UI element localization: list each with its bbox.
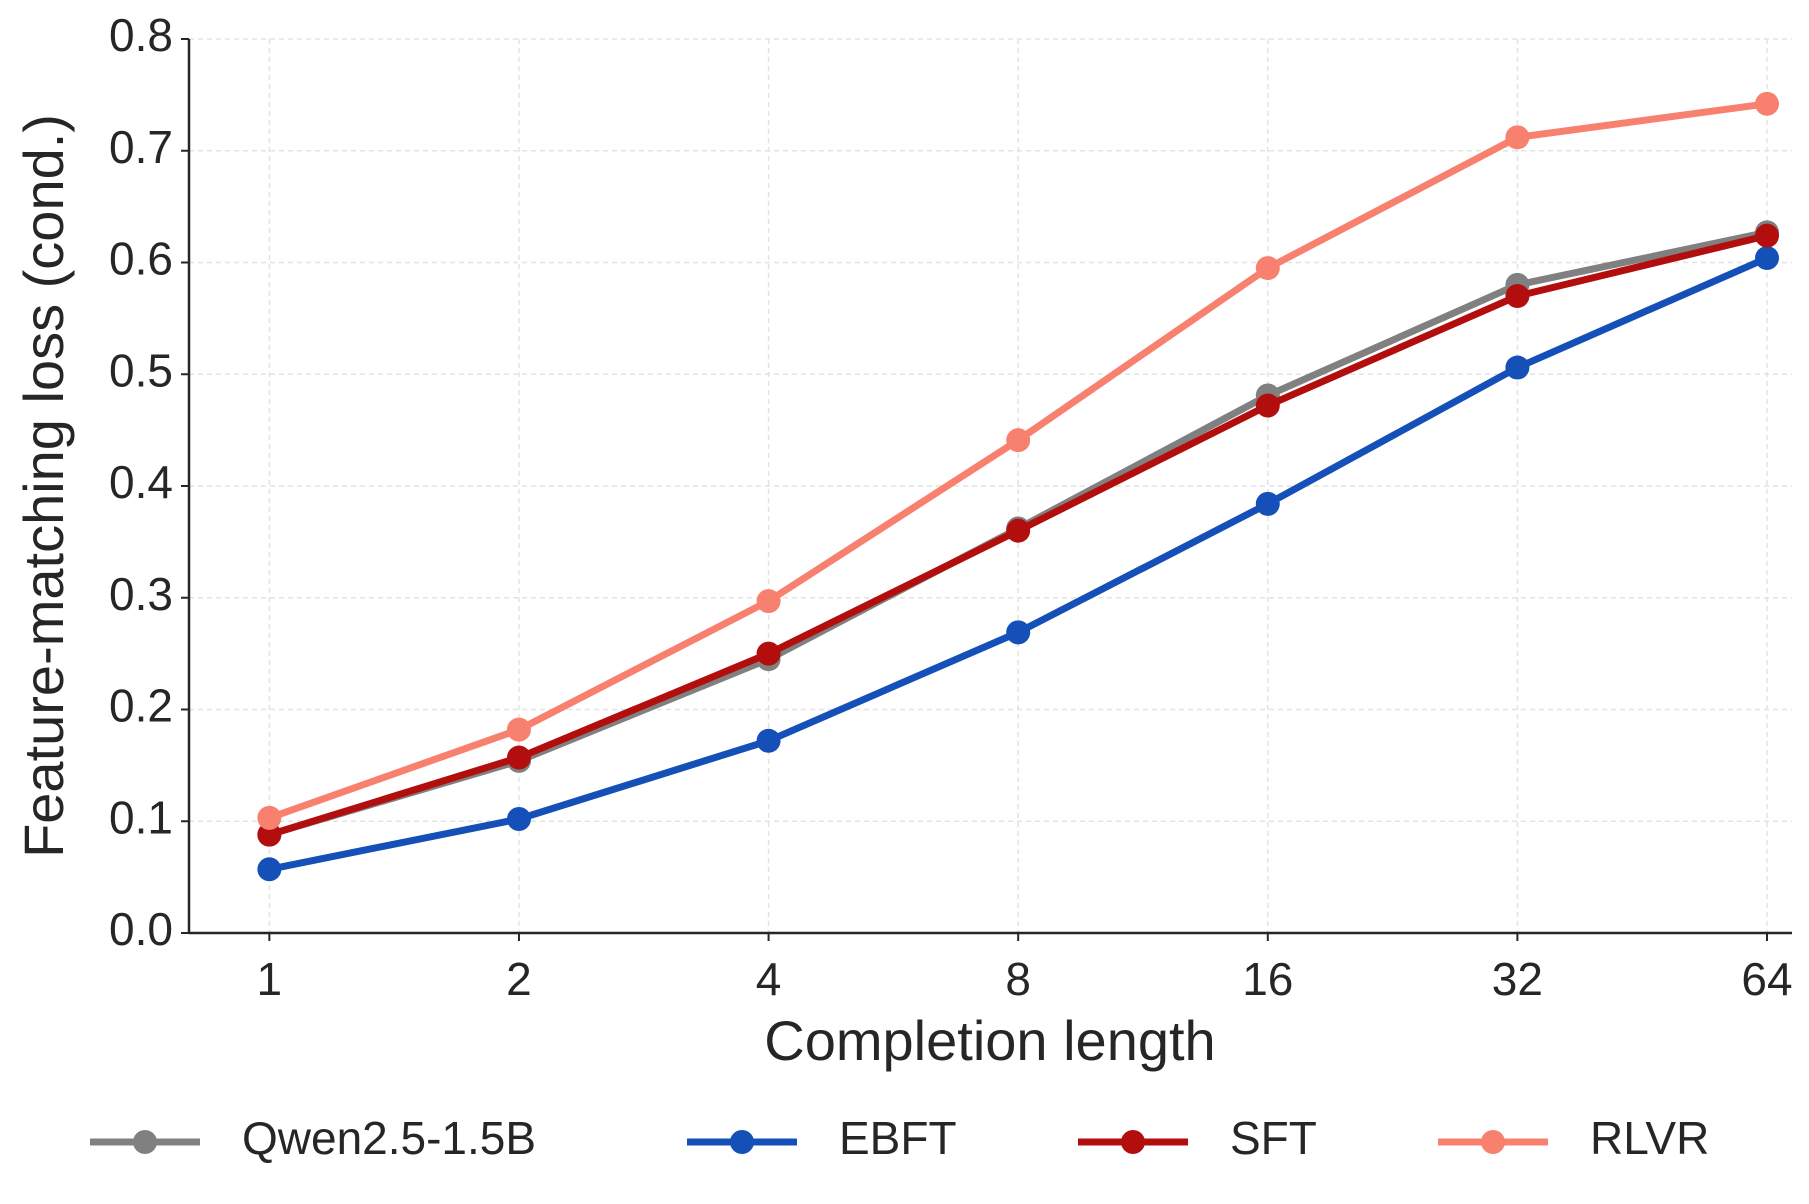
y-tick-label: 0.7 [109, 121, 173, 173]
data-point [506, 745, 531, 770]
legend-label: RLVR [1590, 1112, 1709, 1164]
x-tick-label: 2 [506, 953, 532, 1005]
data-point [756, 728, 781, 753]
x-tick-label: 8 [1005, 953, 1031, 1005]
data-point [756, 589, 781, 614]
legend-label: SFT [1230, 1112, 1317, 1164]
data-point [1505, 355, 1530, 380]
data-point [1006, 518, 1031, 543]
data-point [1255, 256, 1280, 281]
y-axis-label: Feature-matching loss (cond.) [12, 114, 75, 858]
y-tick-label: 0.5 [109, 344, 173, 396]
data-point [1755, 91, 1780, 116]
data-point [756, 641, 781, 666]
y-tick-label: 0.0 [109, 903, 173, 955]
legend-label: Qwen2.5-1.5B [242, 1112, 536, 1164]
data-point [1505, 284, 1530, 309]
legend-label: EBFT [839, 1112, 957, 1164]
legend-marker [730, 1130, 754, 1154]
legend-marker [1121, 1130, 1145, 1154]
y-tick-label: 0.3 [109, 568, 173, 620]
data-point [1755, 223, 1780, 248]
data-point [1006, 620, 1031, 645]
data-point [257, 805, 282, 830]
x-tick-label: 1 [257, 953, 283, 1005]
data-point [1255, 491, 1280, 516]
x-axis-label: Completion length [764, 1009, 1215, 1072]
legend-marker [133, 1130, 157, 1154]
data-point [1755, 246, 1780, 271]
data-point [506, 717, 531, 742]
data-point [1006, 428, 1031, 453]
data-point [1255, 393, 1280, 418]
y-tick-label: 0.8 [109, 9, 173, 61]
y-tick-label: 0.2 [109, 680, 173, 732]
y-tick-label: 0.4 [109, 456, 173, 508]
x-tick-label: 16 [1242, 953, 1293, 1005]
data-point [506, 807, 531, 832]
x-tick-label: 32 [1492, 953, 1543, 1005]
data-point [257, 822, 282, 847]
x-tick-label: 4 [756, 953, 782, 1005]
legend-marker [1481, 1130, 1505, 1154]
y-tick-label: 0.1 [109, 791, 173, 843]
data-point [257, 857, 282, 882]
x-tick-label: 64 [1741, 953, 1792, 1005]
y-tick-label: 0.6 [109, 233, 173, 285]
data-point [1505, 125, 1530, 150]
